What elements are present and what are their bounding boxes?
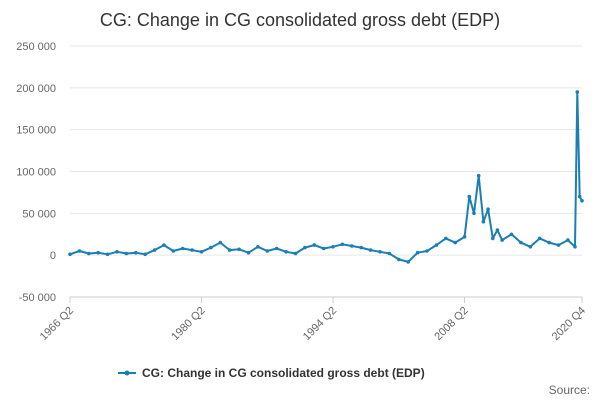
data-point [467,194,472,199]
data-point [434,243,439,247]
data-point [256,245,260,249]
y-tick-label: 150 000 [16,125,56,137]
data-point [77,249,82,253]
x-tick-label: 2008 Q2 [432,305,470,343]
data-point [573,245,577,249]
data-point [580,199,584,203]
data-point [425,249,429,253]
data-point [495,228,500,232]
y-tick-label: 250 000 [16,41,56,53]
x-tick-label: 1994 Q2 [301,305,339,343]
data-point [96,250,100,255]
y-tick-label: -50 000 [19,292,56,304]
data-point [265,249,270,253]
y-tick-label: 100 000 [16,167,56,179]
y-tick-label: 200 000 [16,83,56,95]
data-point [303,245,307,250]
data-point [491,236,495,241]
series-group [68,90,584,264]
data-point [321,246,326,251]
data-point [284,250,288,254]
data-point [68,252,72,257]
data-point [547,240,551,245]
data-point [472,211,476,216]
data-point [190,248,194,252]
data-point [575,90,580,94]
data-point [209,245,213,250]
data-point [397,257,401,262]
data-point [359,245,364,250]
data-point [350,244,354,248]
data-point [331,245,335,249]
data-point [312,243,317,247]
data-point [199,250,204,254]
data-point [124,251,129,256]
data-point [218,240,223,245]
data-point [387,251,392,256]
data-point [519,240,523,245]
data-point [274,246,279,251]
data-point [444,236,448,241]
legend-dot-marker [124,370,130,376]
y-tick-label: 0 [50,250,56,262]
source-label[interactable]: Source: [549,383,590,397]
data-point [486,207,490,211]
data-point [143,252,147,257]
data-point [500,238,504,242]
x-axis-ticks: 1966 Q2 1980 Q2 1994 Q2 2008 Q2 2020 Q4 [38,297,588,343]
x-tick-label: 2020 Q4 [550,305,588,343]
y-tick-label: 50 000 [22,208,56,220]
data-point [227,248,232,252]
data-point [453,240,458,245]
data-point [577,194,582,199]
data-point [237,247,241,252]
data-point [246,250,251,255]
data-point [537,236,542,241]
data-point [293,251,298,256]
gridlines [70,45,582,298]
data-point [171,249,176,253]
data-point [368,248,373,252]
data-point [509,232,514,237]
data-point [105,252,110,257]
data-point [462,235,467,239]
data-point [180,246,185,251]
data-point [162,243,166,247]
x-tick-label: 1966 Q2 [38,305,76,343]
series-line [69,91,583,263]
data-point [566,238,570,242]
data-point [87,251,91,256]
chart-title: CG: Change in CG consolidated gross debt… [100,10,500,30]
data-point [476,173,481,178]
y-axis-ticks: 250 000 200 000 150 000 100 000 50 000 0 -50 0… [16,41,56,304]
data-point [406,260,411,264]
data-point [378,250,382,254]
data-point [481,219,486,224]
data-point [556,243,561,247]
data-point [340,242,345,247]
data-point [528,245,533,249]
data-point [134,250,138,255]
data-point [152,248,157,252]
data-point [415,250,420,255]
x-tick-label: 1980 Q2 [169,305,207,343]
data-point [115,250,119,254]
legend-label: CG: Change in CG consolidated gross debt… [142,366,425,380]
legend[interactable]: CG: Change in CG consolidated gross debt… [118,366,425,380]
